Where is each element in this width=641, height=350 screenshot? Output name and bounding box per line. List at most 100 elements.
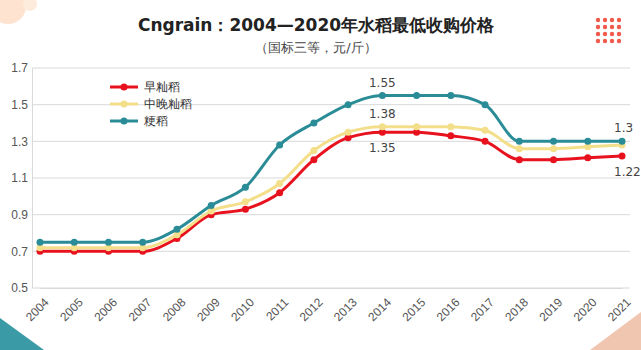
deco-circle — [23, 0, 37, 11]
x-tick-label: 2004 — [23, 295, 52, 324]
series-marker — [413, 92, 420, 99]
series-marker — [516, 156, 523, 163]
deco-dot — [617, 32, 621, 36]
plot-area — [37, 92, 626, 255]
x-axis: 2004200520062007200820092010201120122013… — [23, 288, 634, 324]
series-marker — [71, 239, 78, 246]
y-tick-label: 0.9 — [11, 208, 28, 222]
y-tick-label: 1.7 — [11, 61, 28, 75]
subtitle: （国标三等，元/斤） — [255, 40, 376, 55]
x-tick-label: 2017 — [468, 295, 497, 324]
deco-dot — [617, 18, 621, 22]
x-tick-label: 2012 — [297, 295, 326, 324]
series-marker — [584, 138, 591, 145]
series-marker — [345, 101, 352, 108]
x-tick: 2012 — [297, 288, 326, 324]
x-tick: 2007 — [126, 288, 155, 324]
x-tick-label: 2011 — [263, 295, 291, 323]
series-marker — [242, 198, 249, 205]
x-tick: 2011 — [263, 288, 291, 323]
series-marker — [173, 226, 180, 233]
legend-item: 中晚籼稻 — [110, 97, 192, 111]
data-label: 1.3 — [614, 121, 633, 135]
data-label: 1.38 — [369, 107, 396, 121]
deco-dot — [603, 18, 607, 22]
deco-dot — [603, 39, 607, 43]
grid-line — [32, 288, 630, 289]
decoration — [0, 0, 641, 350]
x-tick: 2018 — [502, 288, 531, 324]
series-marker — [413, 123, 420, 130]
x-tick-label: 2015 — [400, 295, 429, 324]
deco-dot — [617, 39, 621, 43]
y-axis-line — [32, 69, 33, 289]
series-marker — [550, 156, 557, 163]
y-tick: 0.5 — [11, 281, 32, 295]
y-tick: 0.7 — [11, 245, 32, 259]
series-marker — [379, 123, 386, 130]
series-marker — [482, 101, 489, 108]
x-tick-label: 2007 — [126, 295, 155, 324]
series-marker — [310, 120, 317, 127]
y-tick: 1.1 — [11, 171, 32, 185]
y-tick: 1.7 — [11, 61, 32, 75]
deco-dot — [603, 32, 607, 36]
deco-dot — [610, 32, 614, 36]
series-marker — [139, 239, 146, 246]
x-tick: 2019 — [536, 288, 565, 324]
series-marker — [310, 156, 317, 163]
y-axis: 0.5 0.7 0.9 1.1 1.3 1.5 1.7 — [11, 61, 32, 295]
legend-marker — [121, 84, 128, 91]
grid-line — [32, 68, 630, 69]
x-tick-label: 2016 — [434, 295, 463, 324]
y-tick-label: 0.7 — [11, 245, 28, 259]
x-tick-label: 2006 — [91, 295, 120, 324]
x-tick-label: 2008 — [160, 295, 189, 324]
series-marker — [516, 145, 523, 152]
x-tick: 2006 — [91, 288, 120, 324]
data-label: 1.35 — [369, 141, 396, 155]
x-tick: 2015 — [400, 288, 429, 324]
deco-dot — [610, 25, 614, 29]
deco-dot — [596, 25, 600, 29]
x-axis-line — [41, 288, 623, 289]
y-tick-label: 1.3 — [11, 135, 28, 149]
x-tick-label: 2019 — [536, 295, 565, 324]
x-tick: 2020 — [571, 288, 600, 324]
series-marker — [447, 92, 454, 99]
data-label: 1.22 — [614, 165, 641, 179]
x-tick-label: 2020 — [571, 295, 600, 324]
x-tick: 2008 — [160, 288, 189, 324]
series-marker — [208, 202, 215, 209]
grid — [32, 68, 630, 288]
x-tick: 2005 — [57, 288, 86, 324]
x-tick-label: 2009 — [194, 295, 223, 324]
deco-triangle — [0, 318, 44, 350]
x-tick: 2016 — [434, 288, 463, 324]
series-marker — [447, 123, 454, 130]
x-tick: 2014 — [365, 288, 394, 324]
series-line — [40, 96, 622, 243]
x-tick: 2009 — [194, 288, 223, 324]
series-marker — [550, 138, 557, 145]
series-marker — [345, 129, 352, 136]
y-tick-label: 0.5 — [11, 281, 28, 295]
legend-label: 早籼稻 — [144, 80, 180, 94]
grid-line — [32, 178, 630, 179]
series-marker — [619, 138, 626, 145]
series-marker — [242, 184, 249, 191]
deco-dot — [610, 18, 614, 22]
x-tick-label: 2021 — [605, 295, 634, 324]
series-marker — [584, 154, 591, 161]
series-marker — [276, 189, 283, 196]
series-marker — [310, 147, 317, 154]
data-labels: 1.351.221.381.551.3 — [369, 76, 641, 180]
series-marker — [619, 153, 626, 160]
deco-dot — [603, 25, 607, 29]
x-tick-label: 2010 — [228, 295, 257, 324]
y-tick: 1.5 — [11, 98, 32, 112]
series-marker — [550, 145, 557, 152]
y-tick: 1.3 — [11, 135, 32, 149]
x-tick: 2013 — [331, 288, 360, 324]
deco-dot — [610, 39, 614, 43]
